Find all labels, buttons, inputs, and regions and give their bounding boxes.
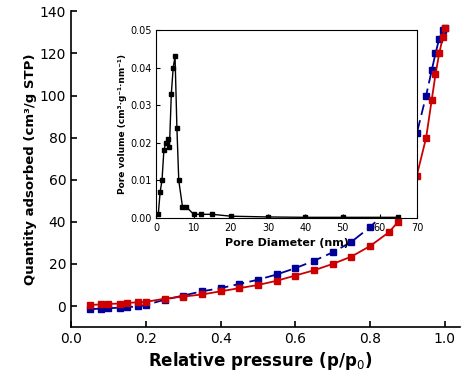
X-axis label: Pore Diameter (nm): Pore Diameter (nm): [225, 238, 349, 249]
Text: Relative pressure (p/p$_0$): Relative pressure (p/p$_0$): [148, 350, 373, 372]
Y-axis label: Pore volume (cm³·g⁻¹·nm⁻¹): Pore volume (cm³·g⁻¹·nm⁻¹): [118, 54, 128, 194]
Y-axis label: Quantity adsorbed (cm³/g STP): Quantity adsorbed (cm³/g STP): [24, 53, 37, 285]
